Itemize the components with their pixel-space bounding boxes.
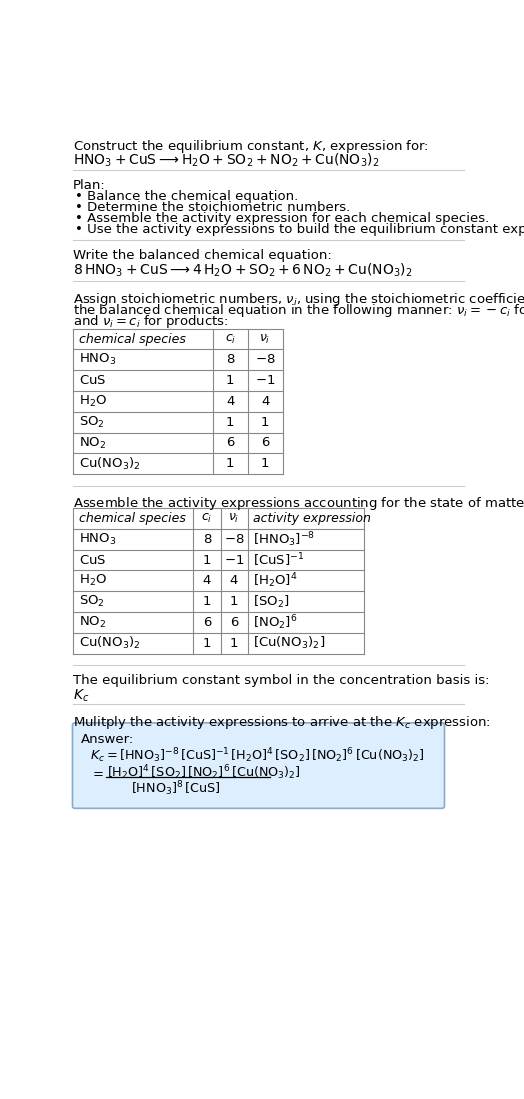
Text: and $\nu_i = c_i$ for products:: and $\nu_i = c_i$ for products: bbox=[73, 313, 229, 330]
Text: 1: 1 bbox=[230, 595, 238, 608]
Text: $\mathrm{Cu(NO_3)_2}$: $\mathrm{Cu(NO_3)_2}$ bbox=[79, 456, 140, 471]
Text: 4: 4 bbox=[261, 395, 269, 408]
Text: $\nu_i$: $\nu_i$ bbox=[259, 333, 271, 345]
Text: $-8$: $-8$ bbox=[224, 533, 244, 546]
Text: $[\mathrm{H_2O}]^{4}$: $[\mathrm{H_2O}]^{4}$ bbox=[253, 571, 298, 590]
Text: • Assemble the activity expression for each chemical species.: • Assemble the activity expression for e… bbox=[75, 212, 489, 225]
Text: Construct the equilibrium constant, $K$, expression for:: Construct the equilibrium constant, $K$,… bbox=[73, 138, 429, 155]
Text: 1: 1 bbox=[203, 595, 211, 608]
Text: $[\mathrm{NO_2}]^{6}$: $[\mathrm{NO_2}]^{6}$ bbox=[253, 613, 298, 632]
Text: • Use the activity expressions to build the equilibrium constant expression.: • Use the activity expressions to build … bbox=[75, 223, 524, 236]
Text: 1: 1 bbox=[261, 415, 269, 429]
Text: $\mathrm{NO_2}$: $\mathrm{NO_2}$ bbox=[79, 614, 106, 630]
Text: 4: 4 bbox=[226, 395, 234, 408]
Text: The equilibrium constant symbol in the concentration basis is:: The equilibrium constant symbol in the c… bbox=[73, 675, 490, 687]
Text: $[\mathrm{H_2O}]^4\,[\mathrm{SO_2}]\,[\mathrm{NO_2}]^6\,[\mathrm{Cu(NO_3)_2}]$: $[\mathrm{H_2O}]^4\,[\mathrm{SO_2}]\,[\m… bbox=[107, 764, 301, 782]
Text: $[\mathrm{HNO_3}]^8\,[\mathrm{CuS}]$: $[\mathrm{HNO_3}]^8\,[\mathrm{CuS}]$ bbox=[130, 779, 220, 798]
Text: 6: 6 bbox=[230, 615, 238, 629]
Text: Mulitply the activity expressions to arrive at the $K_c$ expression:: Mulitply the activity expressions to arr… bbox=[73, 713, 491, 731]
Text: 8: 8 bbox=[203, 533, 211, 546]
Text: $[\mathrm{Cu(NO_3)_2}]$: $[\mathrm{Cu(NO_3)_2}]$ bbox=[253, 635, 325, 652]
Text: $\mathrm{Cu(NO_3)_2}$: $\mathrm{Cu(NO_3)_2}$ bbox=[79, 635, 140, 652]
Text: • Determine the stoichiometric numbers.: • Determine the stoichiometric numbers. bbox=[75, 201, 350, 214]
Text: Answer:: Answer: bbox=[81, 733, 134, 746]
Text: $\mathrm{SO_2}$: $\mathrm{SO_2}$ bbox=[79, 414, 105, 430]
Text: $\mathrm{CuS}$: $\mathrm{CuS}$ bbox=[79, 554, 106, 566]
Text: 1: 1 bbox=[230, 636, 238, 650]
Text: $\mathrm{CuS}$: $\mathrm{CuS}$ bbox=[79, 374, 106, 387]
Text: $K_c$: $K_c$ bbox=[73, 688, 90, 703]
Text: $[\mathrm{HNO_3}]^{-8}$: $[\mathrm{HNO_3}]^{-8}$ bbox=[253, 530, 315, 548]
Text: Assign stoichiometric numbers, $\nu_i$, using the stoichiometric coefficients, $: Assign stoichiometric numbers, $\nu_i$, … bbox=[73, 290, 524, 308]
Text: $K_c = [\mathrm{HNO_3}]^{-8}\,[\mathrm{CuS}]^{-1}\,[\mathrm{H_2O}]^{4}\,[\mathrm: $K_c = [\mathrm{HNO_3}]^{-8}\,[\mathrm{C… bbox=[90, 746, 425, 765]
Text: the balanced chemical equation in the following manner: $\nu_i = -c_i$ for react: the balanced chemical equation in the fo… bbox=[73, 301, 524, 319]
Text: chemical species: chemical species bbox=[79, 512, 185, 525]
Text: 1: 1 bbox=[261, 457, 269, 470]
Text: $=$: $=$ bbox=[90, 766, 104, 779]
Text: $[\mathrm{SO_2}]$: $[\mathrm{SO_2}]$ bbox=[253, 593, 290, 610]
Text: 1: 1 bbox=[203, 636, 211, 650]
Text: $-1$: $-1$ bbox=[255, 374, 275, 387]
Text: • Balance the chemical equation.: • Balance the chemical equation. bbox=[75, 190, 298, 203]
Text: $\mathrm{H_2O}$: $\mathrm{H_2O}$ bbox=[79, 393, 107, 409]
Text: $\mathrm{H_2O}$: $\mathrm{H_2O}$ bbox=[79, 574, 107, 588]
Text: 6: 6 bbox=[261, 436, 269, 449]
Text: $-1$: $-1$ bbox=[224, 554, 244, 566]
Text: Plan:: Plan: bbox=[73, 179, 106, 192]
Text: $[\mathrm{CuS}]^{-1}$: $[\mathrm{CuS}]^{-1}$ bbox=[253, 552, 304, 569]
Text: $c_i$: $c_i$ bbox=[225, 333, 236, 345]
Text: 4: 4 bbox=[230, 575, 238, 587]
Text: Write the balanced chemical equation:: Write the balanced chemical equation: bbox=[73, 248, 332, 262]
FancyBboxPatch shape bbox=[72, 723, 444, 809]
Text: $\mathrm{HNO_3}$: $\mathrm{HNO_3}$ bbox=[79, 353, 116, 367]
Text: 1: 1 bbox=[226, 457, 234, 470]
Text: 1: 1 bbox=[226, 415, 234, 429]
Text: $\mathrm{HNO_3 + CuS \longrightarrow H_2O + SO_2 + NO_2 + Cu(NO_3)_2}$: $\mathrm{HNO_3 + CuS \longrightarrow H_2… bbox=[73, 152, 380, 168]
Text: 1: 1 bbox=[203, 554, 211, 566]
Text: 6: 6 bbox=[226, 436, 234, 449]
Text: $\nu_i$: $\nu_i$ bbox=[228, 512, 240, 525]
Text: 8: 8 bbox=[226, 353, 234, 366]
Text: Assemble the activity expressions accounting for the state of matter and $\nu_i$: Assemble the activity expressions accoun… bbox=[73, 495, 524, 512]
Text: $-8$: $-8$ bbox=[255, 353, 276, 366]
Text: $\mathrm{SO_2}$: $\mathrm{SO_2}$ bbox=[79, 595, 105, 609]
Text: 1: 1 bbox=[226, 374, 234, 387]
Text: activity expression: activity expression bbox=[253, 512, 371, 525]
Text: 6: 6 bbox=[203, 615, 211, 629]
Text: $\mathrm{NO_2}$: $\mathrm{NO_2}$ bbox=[79, 435, 106, 451]
Text: 4: 4 bbox=[203, 575, 211, 587]
Text: chemical species: chemical species bbox=[79, 333, 185, 345]
Text: $c_i$: $c_i$ bbox=[201, 512, 213, 525]
Text: $\mathrm{HNO_3}$: $\mathrm{HNO_3}$ bbox=[79, 532, 116, 547]
Text: $\mathrm{8\,HNO_3 + CuS \longrightarrow 4\,H_2O + SO_2 + 6\,NO_2 + Cu(NO_3)_2}$: $\mathrm{8\,HNO_3 + CuS \longrightarrow … bbox=[73, 262, 413, 279]
